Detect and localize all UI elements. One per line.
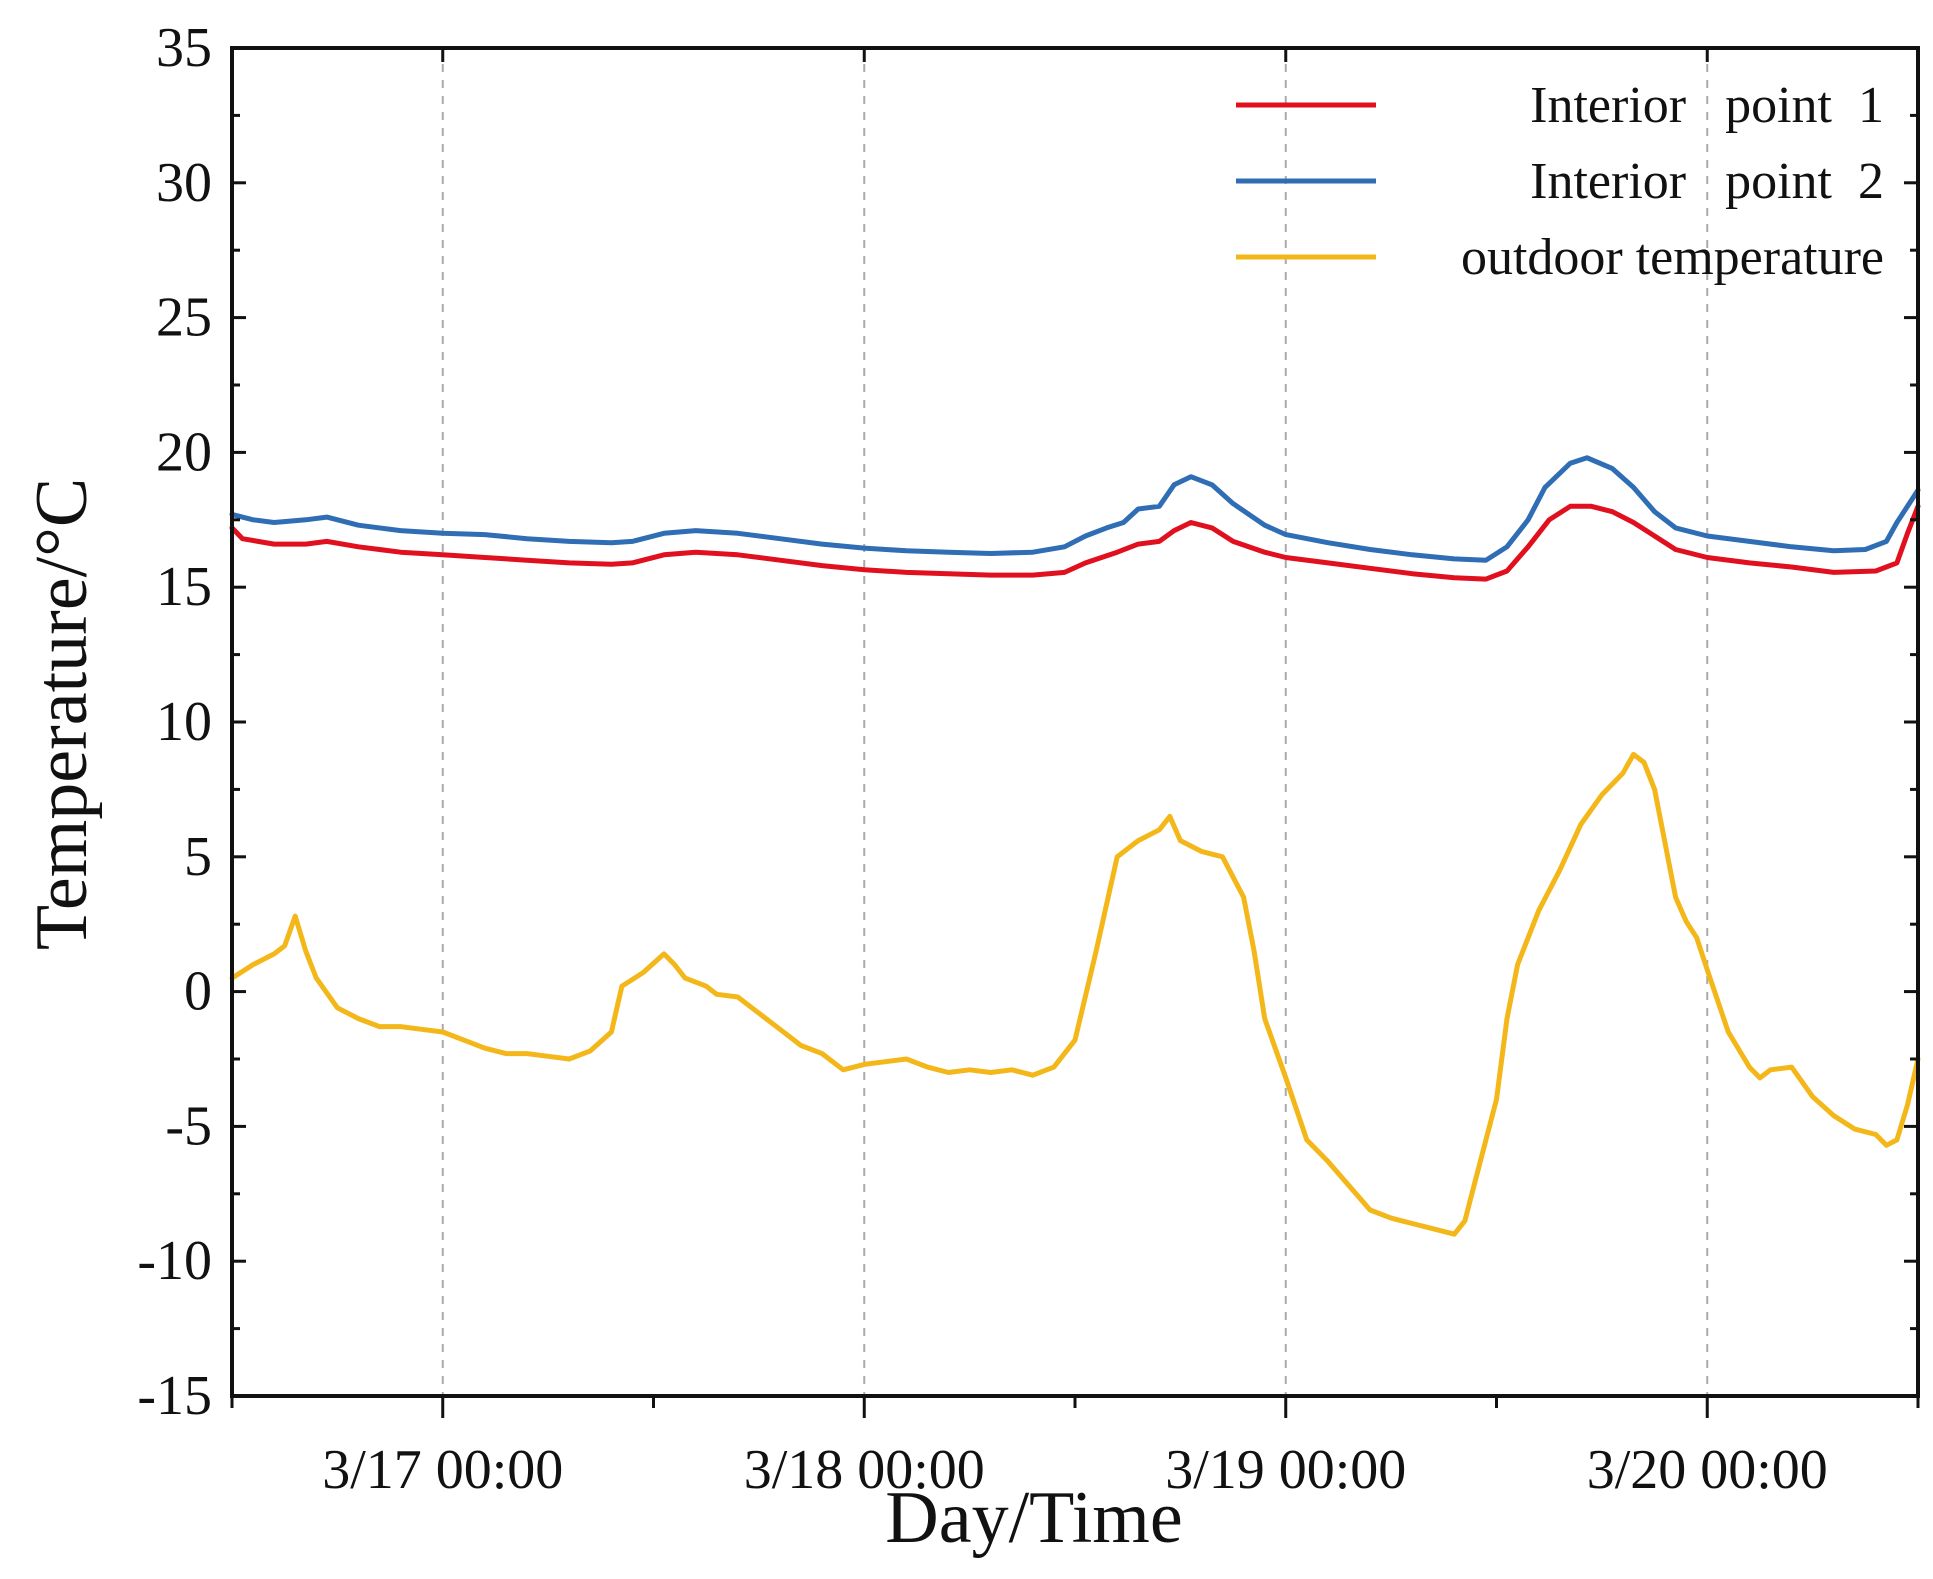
- legend-label-1: Interior point 1: [1530, 77, 1884, 134]
- y-tick-label: -15: [137, 1365, 212, 1427]
- gridlines: [441, 48, 1709, 1396]
- y-tick-label: -10: [137, 1230, 212, 1292]
- y-tick-label: 10: [156, 691, 212, 753]
- x-tick-label: 3/20 00:00: [1587, 1439, 1828, 1501]
- legend-label-2: Interior point 2: [1530, 153, 1884, 210]
- y-tick-label: 0: [184, 961, 212, 1023]
- series-line-3: [229, 751, 1921, 1237]
- y-tick-label: 35: [156, 17, 212, 79]
- series-line-1: [229, 503, 1921, 582]
- x-tick-label: 3/19 00:00: [1165, 1439, 1406, 1501]
- series-lines: [229, 455, 1921, 1237]
- y-axis-title: Temperature/°C: [21, 478, 103, 950]
- x-tick-label: 3/17 00:00: [322, 1439, 563, 1501]
- axis-ticks: -15 -10 -5 0 5 10 15 20 25 30 35 3/17 00:00 3/18 00:…: [137, 17, 1920, 1501]
- y-tick-label: -5: [165, 1095, 212, 1157]
- legend: Interior point 1 Interior point 2 outdoor …: [1236, 77, 1884, 286]
- series-line-2: [229, 455, 1921, 563]
- legend-label-3: outdoor temperature: [1461, 229, 1884, 286]
- y-tick-label: 15: [156, 556, 212, 618]
- x-axis-title: Day/Time: [885, 1477, 1182, 1559]
- y-tick-label: 30: [156, 152, 212, 214]
- x-tick-label: 3/18 00:00: [744, 1439, 985, 1501]
- y-tick-label: 5: [184, 826, 212, 888]
- y-tick-label: 25: [156, 287, 212, 349]
- y-tick-label: 20: [156, 421, 212, 483]
